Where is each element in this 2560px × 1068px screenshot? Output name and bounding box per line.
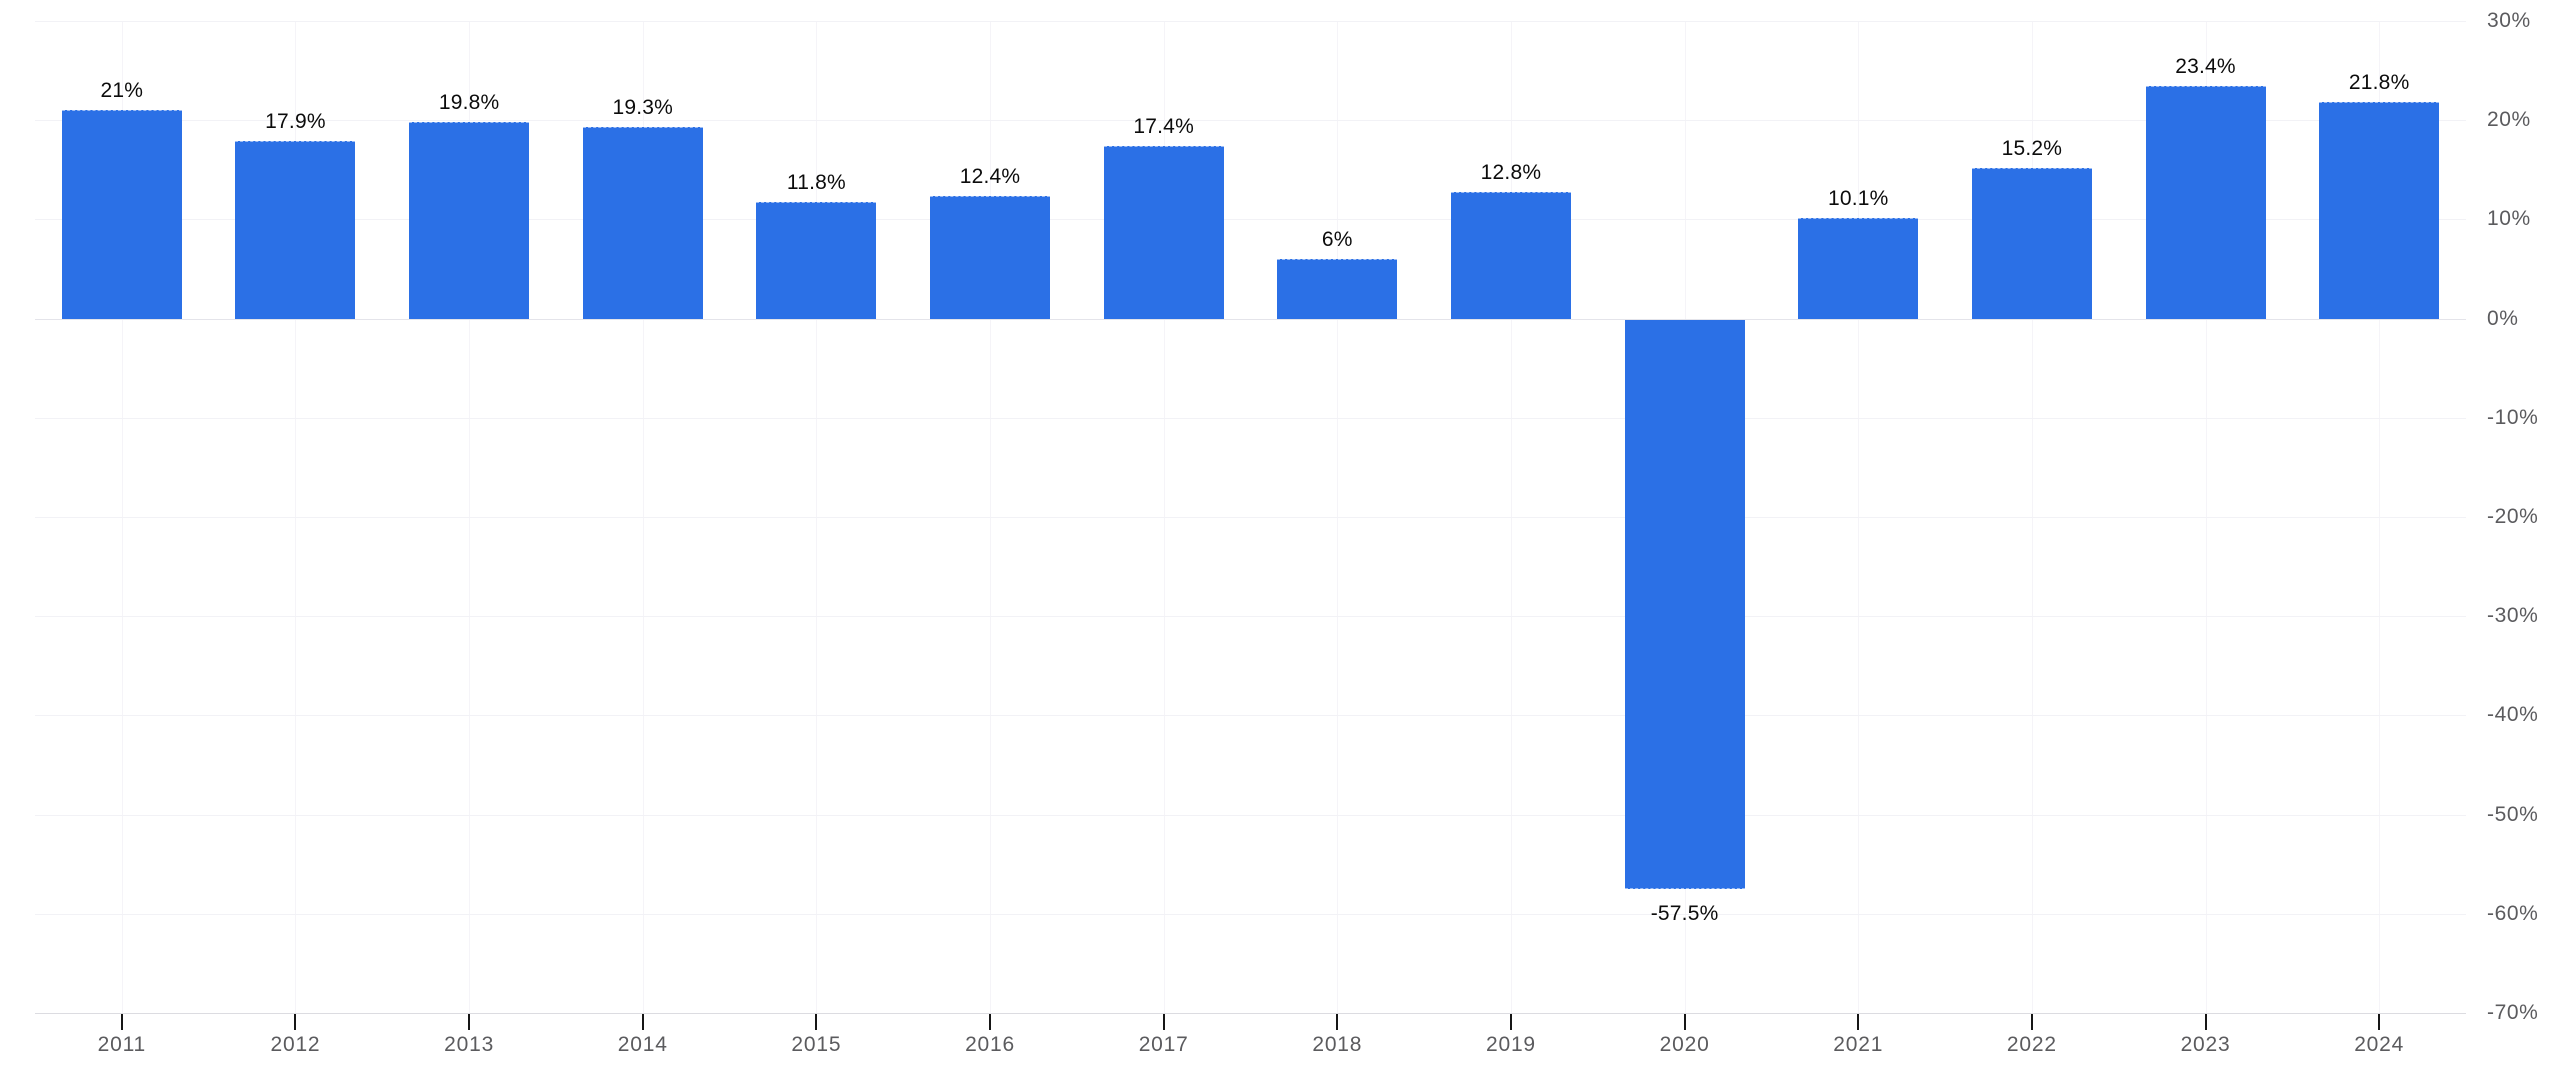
x-axis-tick-2015 (815, 1014, 818, 1030)
y-axis-label--30pct: -30% (2487, 604, 2539, 628)
x-axis-label-2012: 2012 (270, 1033, 321, 1056)
bar-2023[interactable] (2145, 86, 2266, 319)
x-axis-label-2020: 2020 (1659, 1033, 1710, 1056)
bar-value-label-2017: 17.4% (1133, 114, 1194, 138)
bar-2012[interactable] (235, 141, 356, 319)
x-axis-tick-2019 (1509, 1014, 1512, 1030)
bar-value-label-2016: 12.4% (959, 164, 1021, 188)
gridline--50pct (35, 814, 2466, 816)
bar-2019[interactable] (1450, 191, 1571, 319)
bar-value-label-2015: 11.8% (786, 170, 846, 194)
bar-value-label-2018: 6% (1321, 228, 1353, 252)
bar-2014[interactable] (582, 127, 703, 319)
x-axis-label-2013: 2013 (444, 1033, 495, 1056)
x-axis-label-2023: 2023 (2180, 1033, 2231, 1056)
gridline--60pct (35, 913, 2466, 915)
x-axis-label-2019: 2019 (1485, 1033, 1536, 1056)
x-axis-label-2018: 2018 (1312, 1033, 1363, 1056)
bar-value-label-2020: -57.5% (1650, 902, 1719, 925)
x-axis-tick-2022 (2030, 1014, 2033, 1030)
gridline-0pct (35, 318, 2466, 320)
x-axis-tick-2012 (294, 1014, 297, 1030)
x-axis-tick-2011 (120, 1014, 123, 1030)
x-axis-tick-2020 (1683, 1014, 1686, 1030)
x-axis-tick-2018 (1336, 1014, 1339, 1030)
gridline-30pct (35, 21, 2466, 22)
bar-2016[interactable] (930, 195, 1051, 319)
bar-value-label-2021: 10.1% (1827, 187, 1889, 211)
x-axis-tick-2021 (1857, 1014, 1860, 1030)
bar-2015[interactable] (756, 201, 877, 319)
y-axis-label-20pct: 20% (2487, 108, 2531, 132)
y-axis-label--10pct: -10% (2487, 405, 2539, 429)
bar-value-label-2013: 19.8% (438, 91, 500, 115)
bar-value-label-2022: 15.2% (2001, 136, 2063, 160)
gridline--30pct (35, 616, 2466, 618)
bar-2021[interactable] (1798, 218, 1919, 319)
x-axis-tick-2024 (2378, 1014, 2381, 1030)
bar-2018[interactable] (1277, 259, 1398, 319)
bar-value-label-2012: 17.9% (265, 110, 326, 134)
x-axis-label-2024: 2024 (2354, 1033, 2405, 1056)
x-axis-label-2011: 2011 (97, 1033, 146, 1056)
y-axis-label--20pct: -20% (2487, 505, 2539, 528)
y-axis-label--50pct: -50% (2487, 802, 2539, 826)
bar-value-label-2011: 21% (100, 79, 144, 103)
y-axis-label--60pct: -60% (2487, 901, 2539, 925)
gridline-10pct (35, 219, 2466, 221)
bar-value-label-2024: 21.8% (2348, 71, 2410, 95)
x-axis-tick-2014 (641, 1014, 644, 1030)
gridline--40pct (35, 715, 2466, 717)
gridline--70pct (35, 1013, 2466, 1014)
x-axis-label-2021: 2021 (1833, 1033, 1884, 1056)
x-axis-label-2022: 2022 (2006, 1033, 2057, 1056)
bar-2020[interactable] (1624, 318, 1745, 889)
bar-2013[interactable] (409, 122, 530, 319)
x-axis-tick-2016 (989, 1014, 992, 1030)
y-axis-label--70pct: -70% (2487, 1001, 2539, 1024)
gridline--10pct (35, 417, 2466, 419)
y-axis-label--40pct: -40% (2487, 703, 2539, 727)
x-axis-tick-2017 (1162, 1014, 1165, 1030)
bar-2022[interactable] (1971, 167, 2092, 319)
gridline-20pct (35, 120, 2466, 122)
x-axis-tick-2013 (468, 1014, 471, 1030)
bar-value-label-2014: 19.3% (612, 96, 674, 120)
bar-2024[interactable] (2319, 102, 2440, 319)
y-axis-label-30pct: 30% (2487, 9, 2531, 32)
gridline--20pct (35, 517, 2466, 518)
x-axis-label-2014: 2014 (617, 1033, 668, 1056)
x-axis-label-2016: 2016 (965, 1033, 1015, 1056)
y-axis-label-10pct: 10% (2487, 207, 2531, 231)
bar-2011[interactable] (61, 110, 182, 319)
x-axis-tick-2023 (2204, 1014, 2207, 1030)
bar-value-label-2023: 23.4% (2175, 55, 2236, 79)
x-axis-label-2017: 2017 (1138, 1033, 1189, 1056)
bar-value-label-2019: 12.8% (1480, 160, 1542, 184)
x-axis-label-2015: 2015 (791, 1033, 842, 1056)
bar-2017[interactable] (1103, 145, 1224, 319)
y-axis-label-0pct: 0% (2487, 306, 2519, 330)
